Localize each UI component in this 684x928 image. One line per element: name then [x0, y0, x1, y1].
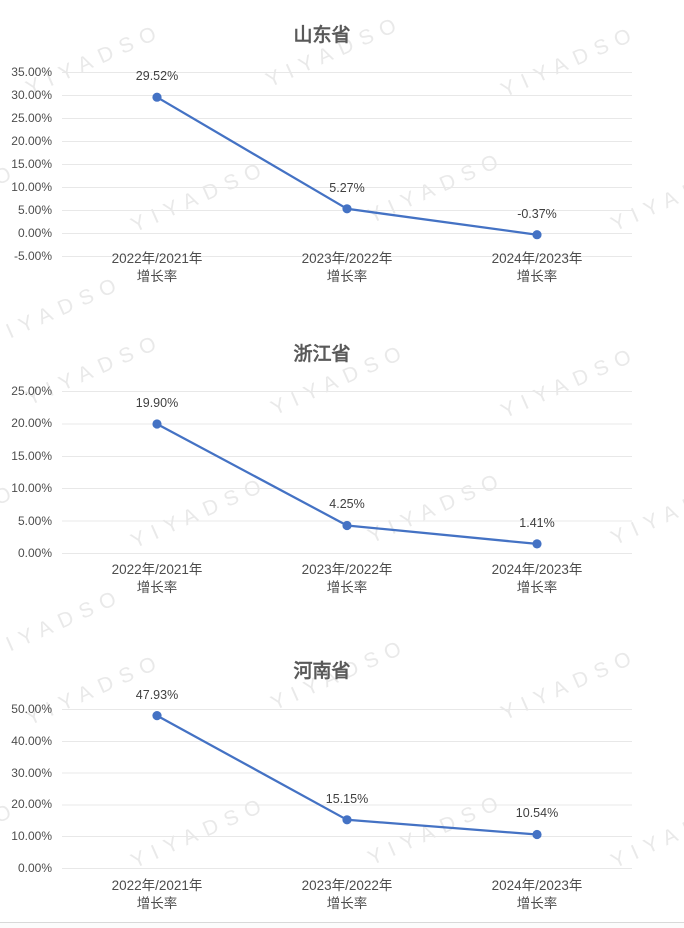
watermark-text: YIYADSO: [364, 466, 509, 549]
watermark-text: YIYADSO: [0, 583, 127, 666]
watermark-text: YIYADSO: [267, 338, 412, 421]
watermark-text: YIYADSO: [0, 796, 22, 879]
watermark-text: YIYADSO: [22, 328, 167, 411]
watermark-text: YIYADSO: [127, 791, 272, 874]
watermark-text: YIYADSO: [127, 471, 272, 554]
watermark-text: YIYADSO: [22, 648, 167, 731]
watermark-text: YIYADSO: [497, 643, 642, 726]
bottom-divider: [0, 922, 684, 928]
watermark-text: YIYADSO: [22, 18, 167, 101]
watermark-text: YIYADSO: [607, 468, 684, 551]
watermark-text: YIYADSO: [607, 791, 684, 874]
watermark-text: YIYADSO: [497, 341, 642, 424]
watermark-text: YIYADSO: [607, 154, 684, 237]
watermark-text: YIYADSO: [364, 146, 509, 229]
watermark-text: YIYADSO: [127, 155, 272, 238]
watermark-text: YIYADSO: [262, 10, 407, 93]
watermark-text: YIYADSO: [0, 270, 127, 353]
watermark-text: YIYADSO: [364, 788, 509, 871]
watermark-text: YIYADSO: [267, 633, 412, 716]
watermark-text: YIYADSO: [0, 158, 22, 241]
watermark-text: YIYADSO: [497, 20, 642, 103]
watermark-text: YIYADSO: [0, 478, 22, 561]
